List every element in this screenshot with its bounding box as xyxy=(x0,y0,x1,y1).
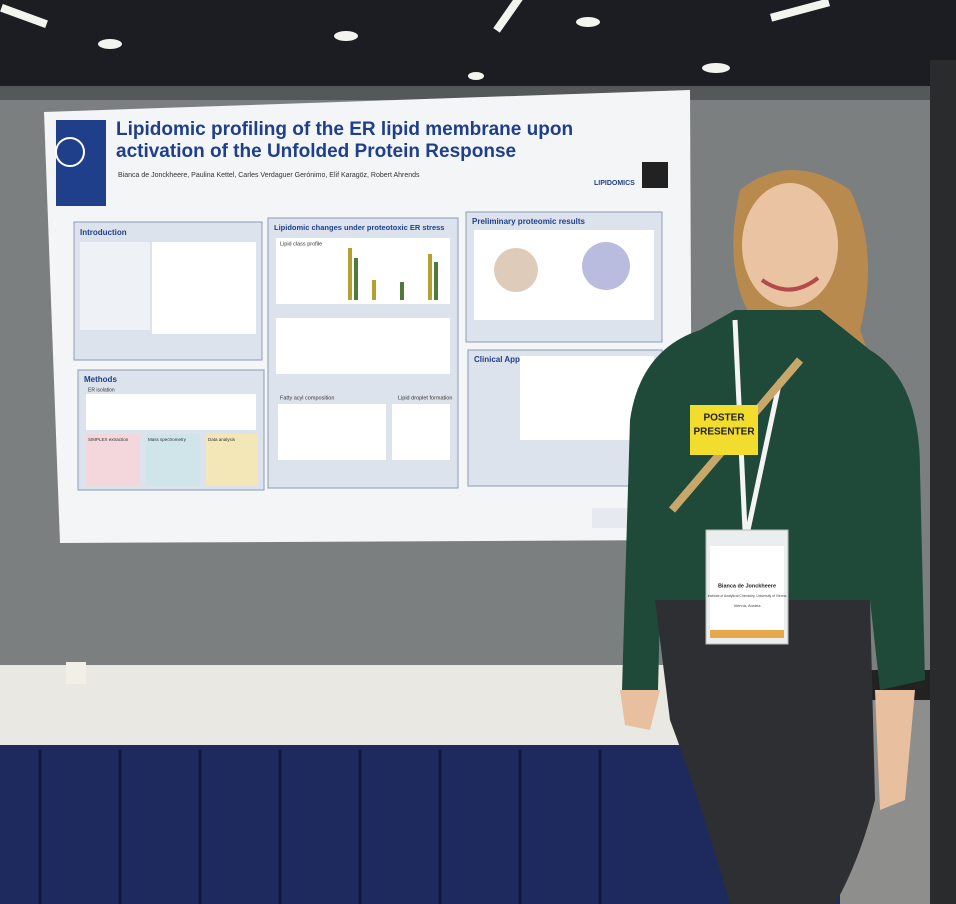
badge-name: Bianca de Jonckheere xyxy=(718,583,776,589)
sub-label: SIMPLEX extraction xyxy=(88,437,129,442)
hand xyxy=(620,690,660,730)
smile xyxy=(760,276,820,292)
mini-bar xyxy=(434,262,438,300)
method-box xyxy=(206,434,258,486)
mini-bar xyxy=(348,248,352,300)
section-title: Introduction xyxy=(80,228,127,237)
table-top xyxy=(0,665,700,747)
badge-affiliation: Institute of Analytical Chemistry, Unive… xyxy=(708,594,787,598)
method-box xyxy=(146,434,200,486)
jeans xyxy=(655,600,875,904)
seal xyxy=(55,137,85,167)
sub-label: ER isolation xyxy=(88,387,115,393)
method-box xyxy=(86,434,140,486)
mini-bars xyxy=(348,248,438,300)
sub-label: Lipid class profile xyxy=(280,241,322,247)
light xyxy=(493,0,523,33)
section-title: Preliminary proteomic results xyxy=(472,217,585,226)
badge-location: Vienna, Austria xyxy=(734,603,762,608)
poster-title: Lipidomic profiling of the ER lipid memb… xyxy=(116,119,573,140)
sub-label: Data analysis xyxy=(208,437,236,442)
skirt-pleats xyxy=(38,750,602,904)
cup xyxy=(66,662,86,684)
light xyxy=(702,63,730,73)
network-cluster xyxy=(494,248,538,292)
ribbon xyxy=(690,405,758,455)
qr-code xyxy=(642,162,668,188)
ribbon-text: POSTER xyxy=(703,413,745,424)
light xyxy=(0,4,48,28)
sub-label: Fatty acyl composition xyxy=(280,395,334,401)
section-title: Methods xyxy=(84,375,117,384)
light xyxy=(98,39,122,49)
sub-label: Lipid droplet formation xyxy=(398,395,452,401)
mini-bar xyxy=(428,254,432,300)
light xyxy=(576,17,600,27)
hand xyxy=(875,690,915,810)
poster: Lipidomic profiling of the ER lipid memb… xyxy=(44,90,692,543)
figure xyxy=(86,394,256,430)
lipidomics-logo: LIPIDOMICS xyxy=(594,180,635,187)
light xyxy=(468,72,484,80)
lanyard xyxy=(745,379,783,531)
poster-authors: Bianca de Jonckheere, Paulina Kettel, Ca… xyxy=(118,172,420,179)
mini-bar xyxy=(354,258,358,300)
badge-stripe xyxy=(710,630,784,638)
mini-bar xyxy=(400,282,404,300)
face xyxy=(742,183,838,307)
figure xyxy=(392,404,450,460)
badge-card xyxy=(710,546,784,632)
light xyxy=(334,31,358,41)
footer-logo xyxy=(592,508,636,528)
person: POSTER PRESENTER Bianca de Jonckheere In… xyxy=(620,170,925,904)
figure xyxy=(278,404,386,460)
section-title: Lipidomic changes under proteotoxic ER s… xyxy=(274,223,444,232)
university-logo xyxy=(56,120,106,206)
network-cluster xyxy=(582,242,630,290)
ribbon-text: PRESENTER xyxy=(693,427,755,438)
mini-bar xyxy=(372,280,376,300)
poster-title: activation of the Unfolded Protein Respo… xyxy=(116,141,516,162)
text-block xyxy=(80,242,150,330)
figure xyxy=(276,318,450,374)
pole xyxy=(930,60,956,904)
light xyxy=(769,0,831,22)
sub-label: Mass spectrometry xyxy=(148,437,187,442)
figure xyxy=(152,242,256,334)
section-title: Clinical Applications xyxy=(474,355,553,364)
figure xyxy=(276,238,450,304)
panel-frame xyxy=(0,86,956,100)
ceiling xyxy=(0,0,956,100)
